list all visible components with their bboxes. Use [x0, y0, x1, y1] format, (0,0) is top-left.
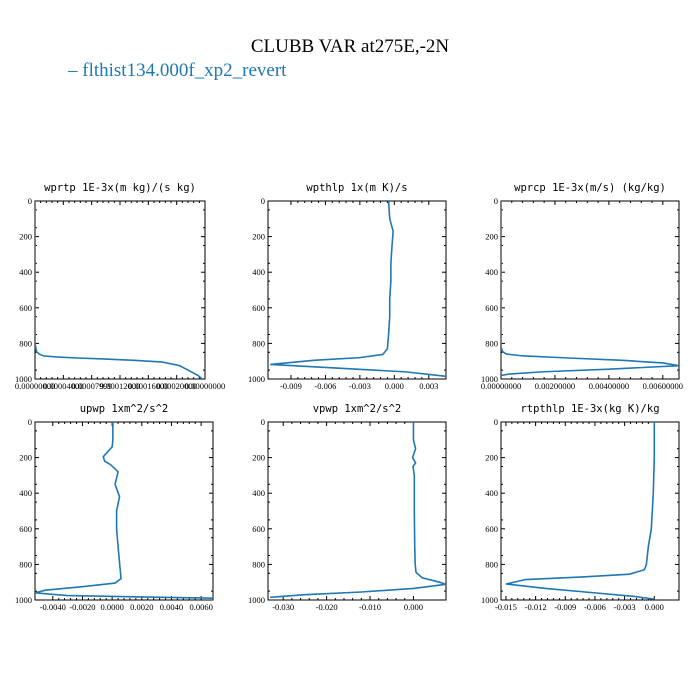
- x-tick-label: -0.010: [359, 602, 381, 612]
- y-tick-label: 600: [485, 524, 498, 534]
- plot-frame: [34, 200, 206, 380]
- y-tick-label: 400: [19, 488, 32, 498]
- x-tick-label: 0.000: [645, 602, 664, 612]
- x-tick-label: -0.009: [280, 381, 302, 391]
- y-tick-label: 1000: [248, 595, 265, 605]
- y-tick-label: 0: [494, 196, 498, 206]
- y-tick-label: 200: [485, 232, 498, 242]
- chart-panel: rtpthlp 1E-3x(kg K)/kg02004006008001000-…: [481, 403, 680, 612]
- y-tick-label: 0: [261, 417, 265, 427]
- plot-frame: [267, 200, 447, 380]
- y-tick-label: 200: [19, 453, 32, 463]
- chart-title: wpthlp 1x(m K)/s: [306, 182, 407, 194]
- y-tick-label: 600: [485, 303, 498, 313]
- y-tick-label: 600: [252, 524, 265, 534]
- legend-line-swatch: –: [68, 60, 78, 81]
- chart-panel: upwp 1xm^2/s^2 0 200 400 600 800 1000 -0.0040 -0…: [15, 403, 214, 612]
- series-line: [270, 422, 446, 599]
- y-tick-label: 400: [485, 488, 498, 498]
- y-tick-label: 1000: [481, 374, 498, 384]
- x-tick-label: 9.00012000: [100, 381, 140, 391]
- y-tick-label: 0: [28, 417, 32, 427]
- series-line: [35, 422, 213, 600]
- y-tick-label: 800: [252, 338, 265, 348]
- y-tick-label: 400: [252, 267, 265, 277]
- x-tick-label: -0.012: [525, 602, 547, 612]
- series-line: [501, 201, 679, 377]
- x-tick-label: 0.00016000: [128, 381, 168, 391]
- chart-title: wprcp 1E-3x(m/s) (kg/kg): [514, 182, 666, 194]
- x-tick-label: -0.006: [314, 381, 336, 391]
- y-tick-label: 800: [485, 559, 498, 569]
- y-tick-label: 0: [261, 196, 265, 206]
- y-tick-label: 1000: [15, 374, 32, 384]
- y-tick-label: 1000: [481, 595, 498, 605]
- y-tick-label: 200: [252, 453, 265, 463]
- y-tick-label: 600: [252, 303, 265, 313]
- y-tick-label: 800: [19, 559, 32, 569]
- y-tick-label: 600: [19, 303, 32, 313]
- x-tick-label: 0.00000000: [15, 381, 55, 391]
- y-tick-label: 200: [252, 232, 265, 242]
- y-tick-label: 0: [494, 417, 498, 427]
- x-tick-label: -0.015: [495, 602, 517, 612]
- series-line: [270, 201, 446, 378]
- plot-frame: [500, 200, 680, 380]
- y-tick-label: 0: [28, 196, 32, 206]
- chart-panel: vpwp 1xm^2/s^2 0 200 400 600 800 1000 -0.030 -0.…: [248, 403, 447, 612]
- y-tick-label: 200: [19, 232, 32, 242]
- plot-frame: [500, 421, 680, 601]
- x-tick-label: 0.00600000: [643, 381, 683, 391]
- legend-label: flthist134.000f_xp2_revert: [82, 60, 287, 81]
- page-title: CLUBB VAR at275E,-2N: [250, 36, 450, 57]
- y-tick-label: 1000: [15, 595, 32, 605]
- series-line: [35, 201, 203, 379]
- x-tick-label: 0.003: [419, 381, 438, 391]
- x-tick-label: 0.00007999: [71, 381, 111, 391]
- x-tick-label: 0.0000: [100, 602, 123, 612]
- chart-title: rtpthlp 1E-3x(kg K)/kg: [520, 403, 659, 415]
- x-tick-label: 0.0040: [160, 602, 183, 612]
- series-line: [505, 422, 656, 600]
- plot-frame: [34, 421, 214, 601]
- chart-title: upwp 1xm^2/s^2: [80, 403, 169, 415]
- legend: – flthist134.000f_xp2_revert: [68, 60, 286, 82]
- y-tick-label: 400: [252, 488, 265, 498]
- x-tick-label: 0.00000000: [481, 381, 521, 391]
- y-tick-label: 800: [19, 338, 32, 348]
- x-tick-label: 0.00000000: [185, 381, 225, 391]
- x-tick-label: 0.000: [385, 381, 404, 391]
- chart-panel: wprcp 1E-3x(m/s) (kg/kg) 0 200 400 600 800 100…: [481, 182, 683, 391]
- y-tick-label: 1000: [248, 374, 265, 384]
- x-tick-label: 0.0020: [130, 602, 153, 612]
- x-tick-label: -0.009: [554, 602, 576, 612]
- y-tick-label: 800: [252, 559, 265, 569]
- x-tick-label: 0.00020000: [156, 381, 196, 391]
- x-tick-label: -0.020: [316, 602, 338, 612]
- y-tick-label: 600: [19, 524, 32, 534]
- x-tick-label: -0.0040: [40, 602, 66, 612]
- x-tick-label: -0.006: [584, 602, 606, 612]
- chart-panel: wprtp 1E-3x(m kg)/(s kg) 0 200 400 600 800 100…: [15, 182, 225, 391]
- x-tick-label: -0.0020: [69, 602, 95, 612]
- x-tick-label: -0.003: [614, 602, 636, 612]
- y-tick-label: 400: [485, 267, 498, 277]
- y-tick-label: 800: [485, 338, 498, 348]
- y-tick-label: 200: [485, 453, 498, 463]
- x-tick-label: 0.0060: [189, 602, 212, 612]
- x-tick-label: -0.003: [349, 381, 371, 391]
- chart-title: vpwp 1xm^2/s^2: [313, 403, 402, 415]
- chart-title: wprtp 1E-3x(m kg)/(s kg): [44, 182, 196, 194]
- y-tick-label: 400: [19, 267, 32, 277]
- plot-frame: [267, 421, 447, 601]
- chart-panel: wpthlp 1x(m K)/s 0 200 400 600 800 1000 -0.009 -…: [248, 182, 447, 391]
- x-tick-label: 0.000: [404, 602, 423, 612]
- x-tick-label: 0.00200000: [535, 381, 575, 391]
- x-tick-label: -0.030: [272, 602, 294, 612]
- x-tick-label: 0.00400000: [589, 381, 629, 391]
- x-tick-label: 0.00004000: [43, 381, 83, 391]
